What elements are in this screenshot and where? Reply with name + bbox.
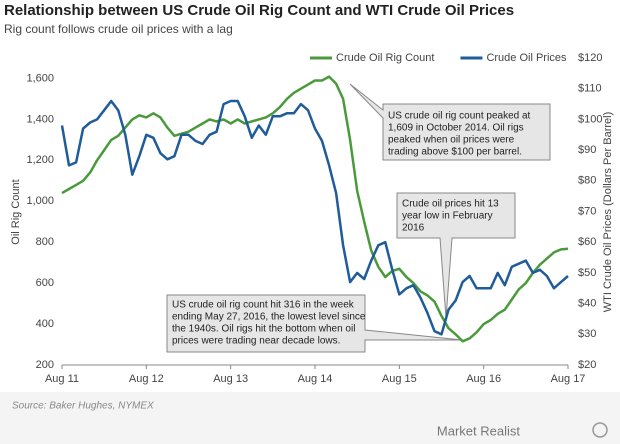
annotation-text: Crude oil prices hit 13 (402, 199, 499, 210)
y2-axis-label: WTI Crude Oil Prices (Dollars Per Barrel… (602, 112, 614, 312)
series-line (61, 75, 569, 343)
annotation-text: trading above $100 per barrel. (388, 147, 522, 158)
y2-tick-label: $90 (578, 144, 596, 156)
y2-tick-label: $20 (578, 359, 596, 371)
annotation-text: year low in February (402, 211, 493, 222)
annotation-text: US crude oil rig count hit 316 in the we… (172, 300, 355, 311)
y-tick-label: 1,000 (26, 195, 54, 207)
y2-tick-label: $80 (578, 175, 596, 187)
annotation-text: peaked when oil prices were (388, 135, 515, 146)
y-tick-label: 200 (36, 359, 54, 371)
x-tick-label: Aug 11 (45, 373, 79, 385)
y-axis-label: Oil Rig Count (10, 179, 22, 244)
callout-box (349, 83, 551, 161)
annotation-text: 1,609 in October 2014. Oil rigs (388, 123, 524, 134)
y2-tick-label: $100 (578, 113, 602, 125)
chart-title: Relationship between US Crude Oil Rig Co… (4, 2, 514, 19)
y-tick-label: 1,400 (26, 113, 54, 125)
legend-label: Crude Oil Prices (486, 52, 567, 64)
legend-label: Crude Oil Rig Count (336, 52, 434, 64)
y2-tick-label: $30 (578, 328, 596, 340)
chart-subtitle: Rig count follows crude oil prices with … (4, 22, 233, 36)
footer-band (0, 392, 620, 444)
series-line (60, 99, 569, 336)
x-tick-label: Aug 12 (129, 373, 164, 385)
y2-tick-label: $120 (578, 52, 602, 64)
y2-tick-label: $60 (578, 236, 596, 248)
x-tick-label: Aug 15 (382, 373, 417, 385)
annotation-text: ending May 27, 2016, the lowest level si… (172, 312, 366, 323)
x-tick-label: Aug 17 (551, 373, 586, 385)
y2-tick-label: $50 (578, 267, 596, 279)
y2-tick-label: $40 (578, 298, 596, 310)
x-tick-label: Aug 14 (298, 373, 333, 385)
brand-icon (592, 422, 608, 438)
annotations: US crude oil rig count peaked at1,609 in… (166, 83, 551, 353)
source: Source: Baker Hughes, NYMEX (12, 401, 154, 412)
y-tick-label: 800 (36, 236, 54, 248)
callout-box (396, 192, 516, 319)
y-tick-label: 600 (36, 277, 54, 289)
y2-tick-label: $70 (578, 205, 596, 217)
annotation-text: the 1940s. Oil rigs hit the bottom when … (172, 324, 355, 335)
x-tick-label: Aug 13 (213, 373, 248, 385)
annotation-text: prices were trading near decade lows. (172, 336, 340, 347)
y2-tick-label: $110 (578, 83, 602, 95)
annotation-text: 2016 (402, 223, 425, 234)
brand: Market Realist (437, 423, 520, 438)
x-tick-label: Aug 16 (466, 373, 501, 385)
annotation-text: US crude oil rig count peaked at (388, 111, 531, 122)
y-tick-label: 1,600 (26, 72, 54, 84)
y-tick-label: 1,200 (26, 154, 54, 166)
callout-box (166, 294, 463, 353)
y-tick-label: 400 (36, 318, 54, 330)
